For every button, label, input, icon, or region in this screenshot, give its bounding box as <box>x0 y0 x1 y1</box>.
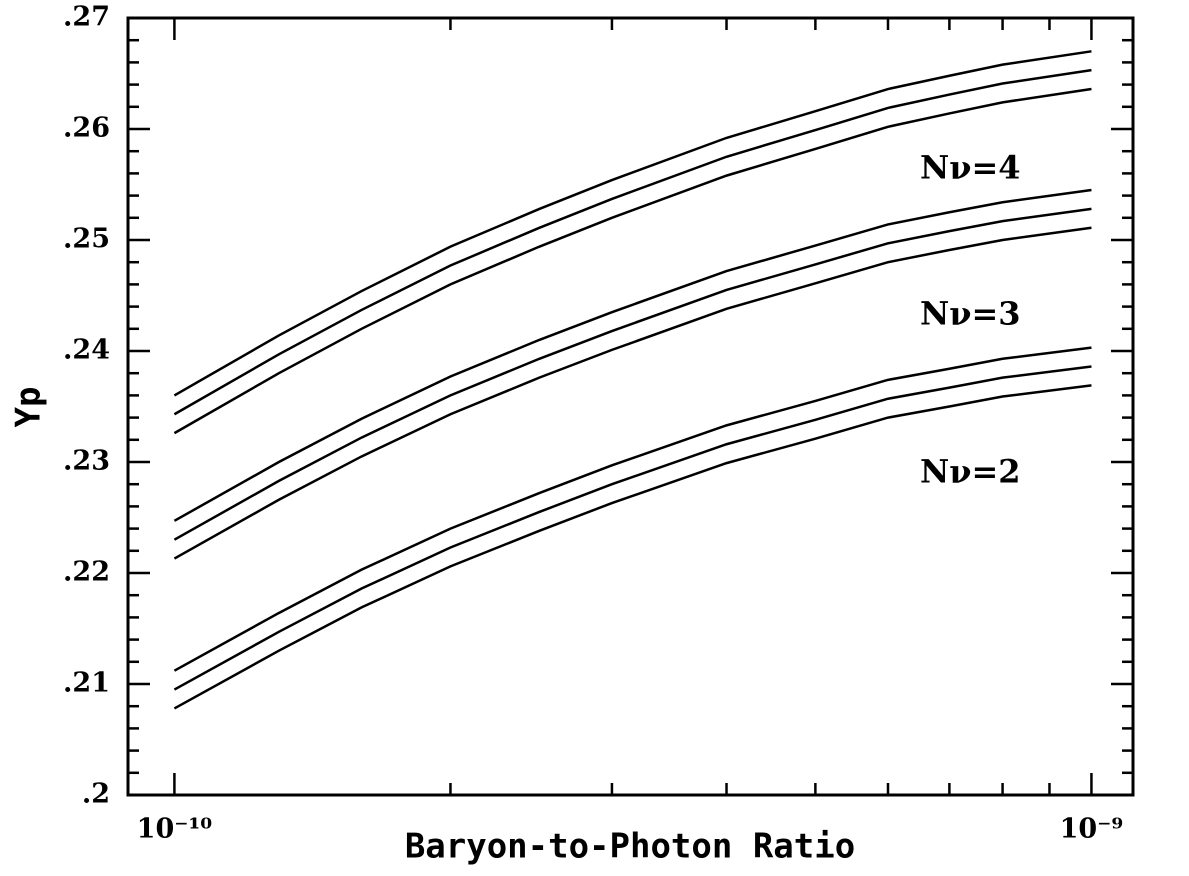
y-tick-label: .25 <box>63 224 110 255</box>
plot-frame <box>126 16 1135 797</box>
x-tick-label: 10⁻¹⁰ <box>137 814 213 845</box>
x-tick-label: 10⁻⁹ <box>1060 814 1124 845</box>
annotation: Nν=2 <box>920 453 1021 491</box>
y-tick-label: .26 <box>63 113 110 144</box>
line <box>173 87 1092 435</box>
line <box>173 365 1092 691</box>
line <box>173 68 1092 416</box>
y-tick-label: .27 <box>63 2 110 33</box>
x-axis-title: Baryon-to-Photon Ratio <box>405 827 855 867</box>
y-tick-label: .2 <box>82 779 110 810</box>
annotation: Nν=4 <box>920 149 1021 187</box>
annotation: Nν=3 <box>920 295 1021 333</box>
line <box>173 50 1092 397</box>
y-tick-label: .22 <box>63 557 110 588</box>
y-tick-label: .24 <box>63 335 110 366</box>
y-axis-title: Yp <box>9 387 49 428</box>
y-tick-label: .23 <box>63 446 110 477</box>
line <box>173 346 1092 672</box>
y-tick-label: .21 <box>63 668 110 699</box>
line <box>173 188 1092 522</box>
line <box>173 384 1092 710</box>
line <box>173 207 1092 541</box>
line <box>173 226 1092 560</box>
